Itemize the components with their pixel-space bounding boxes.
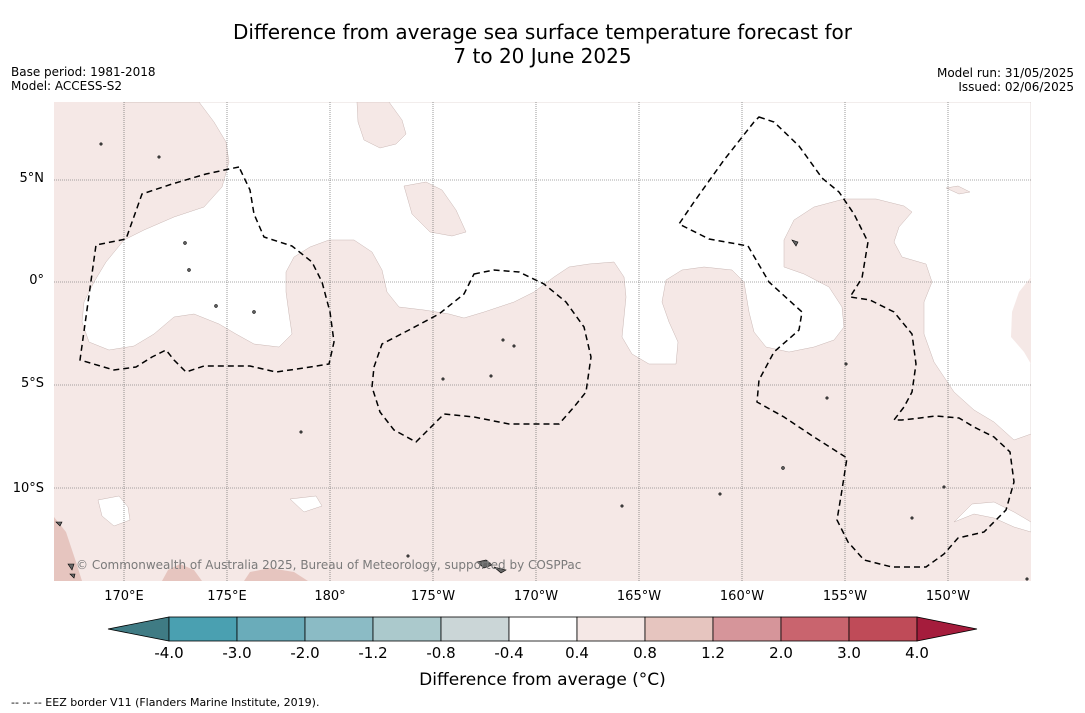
islands <box>55 142 1029 581</box>
eez-footnote: -- -- -- EEZ border V11 (Flanders Marine… <box>11 696 320 709</box>
lon-label-170w: 170°W <box>513 589 559 604</box>
model-run: Model run: 31/05/2025 <box>936 66 1074 80</box>
lat-label-10s: 10°S <box>12 481 44 496</box>
colorbar-cell <box>440 616 510 642</box>
strong-warm-anomaly <box>54 517 308 581</box>
colorbar-cell <box>576 616 646 642</box>
island-5 <box>55 521 63 527</box>
island-17 <box>844 362 848 366</box>
warm-patch-north-2 <box>403 181 467 237</box>
colorbar-tick: -4.0 <box>154 644 184 662</box>
colorbar-cell <box>712 616 782 642</box>
colorbar-tick: 0.8 <box>633 644 657 662</box>
neutral-region-southeast <box>953 501 1031 533</box>
lat-label-equator: 0° <box>29 273 44 288</box>
strong-warm-corner <box>54 517 82 581</box>
colorbar-tick: -0.4 <box>494 644 524 662</box>
neutral-anomaly-regions <box>81 102 1031 533</box>
island-8 <box>187 268 191 272</box>
lon-label-180: 180° <box>314 589 346 604</box>
colorbar-cell <box>780 616 850 642</box>
sst-anomaly-map[interactable] <box>54 102 1031 581</box>
island-2 <box>493 566 507 574</box>
copyright-notice: © Commonwealth of Australia 2025, Bureau… <box>76 558 582 572</box>
small-white-patch-1 <box>97 495 131 527</box>
colorbar-cells <box>107 616 978 642</box>
colorbar-tick: -2.0 <box>290 644 320 662</box>
graticule <box>54 102 1031 581</box>
meta-right: Model run: 31/05/2025 Issued: 02/06/2025 <box>937 66 1074 94</box>
warm-anomaly-patches <box>356 102 971 237</box>
colorbar-tick: 4.0 <box>905 644 929 662</box>
map-title: Difference from average sea surface temp… <box>0 20 1085 68</box>
lon-label-150w: 150°W <box>925 589 971 604</box>
strong-warm-blob-1 <box>162 564 202 581</box>
lat-label-5n: 5°N <box>19 171 45 186</box>
lon-label-160w: 160°W <box>719 589 765 604</box>
map-panel[interactable] <box>54 102 1031 581</box>
issued-date: Issued: 02/06/2025 <box>958 80 1074 94</box>
lon-label-175e: 175°E <box>207 589 247 604</box>
meta-left: Base period: 1981-2018 Model: ACCESS-S2 <box>11 65 156 93</box>
colorbar-cell <box>644 616 714 642</box>
colorbar-tick: -3.0 <box>222 644 252 662</box>
neutral-region-east-edge <box>1011 277 1031 364</box>
neutral-region-west <box>81 102 1031 441</box>
title-line-1: Difference from average sea surface temp… <box>232 20 852 44</box>
colorbar-tick: -1.2 <box>358 644 388 662</box>
base-period: Base period: 1981-2018 <box>11 65 156 79</box>
island-4 <box>67 563 75 571</box>
colorbar-cell <box>508 616 578 642</box>
colorbar-tick: 3.0 <box>837 644 861 662</box>
island-18 <box>825 396 829 400</box>
colorbar-label: Difference from average (°C) <box>419 670 666 690</box>
colorbar-extend-high <box>916 616 978 642</box>
lon-label-155w: 155°W <box>822 589 868 604</box>
island-13 <box>501 338 505 342</box>
island-7 <box>183 241 187 245</box>
lon-label-170e: 170°E <box>104 589 144 604</box>
island-19 <box>781 466 785 470</box>
lon-label-165w: 165°W <box>616 589 662 604</box>
eez-border-central <box>371 269 592 443</box>
island-24 <box>910 516 914 520</box>
eez-borders <box>79 116 1015 568</box>
colorbar-tick: -0.8 <box>426 644 456 662</box>
island-22 <box>406 554 410 558</box>
island-26 <box>1025 577 1029 581</box>
island-9 <box>214 304 218 308</box>
island-20 <box>718 492 722 496</box>
island-16 <box>441 377 445 381</box>
island-3 <box>791 239 799 247</box>
island-10 <box>252 310 256 314</box>
colorbar-cell <box>848 616 918 642</box>
warm-patch-northeast <box>945 185 971 195</box>
colorbar-cell <box>304 616 374 642</box>
colorbar-cell <box>236 616 306 642</box>
island-1 <box>476 559 493 569</box>
island-12 <box>157 155 161 159</box>
island-11 <box>99 142 103 146</box>
lat-label-5s: 5°S <box>20 376 44 391</box>
colorbar-cell <box>372 616 442 642</box>
small-white-patch-2 <box>289 495 323 513</box>
colorbar-tick: 2.0 <box>769 644 793 662</box>
island-25 <box>942 485 946 489</box>
eez-border-east-north <box>677 116 1015 568</box>
colorbar-extend-low <box>107 616 170 642</box>
island-21 <box>620 504 624 508</box>
warm-patch-north-1 <box>356 102 407 149</box>
lon-label-175w: 175°W <box>410 589 456 604</box>
model-name: Model: ACCESS-S2 <box>11 79 123 93</box>
island-14 <box>512 344 516 348</box>
island-23 <box>299 430 303 434</box>
colorbar-tick: 0.4 <box>565 644 589 662</box>
colorbar-tick: 1.2 <box>701 644 725 662</box>
island-6 <box>69 573 76 579</box>
strong-warm-blob-2 <box>244 568 308 581</box>
colorbar-cell <box>168 616 238 642</box>
title-line-2: 7 to 20 June 2025 <box>453 44 632 68</box>
eez-border-west <box>79 166 335 373</box>
island-15 <box>489 374 493 378</box>
